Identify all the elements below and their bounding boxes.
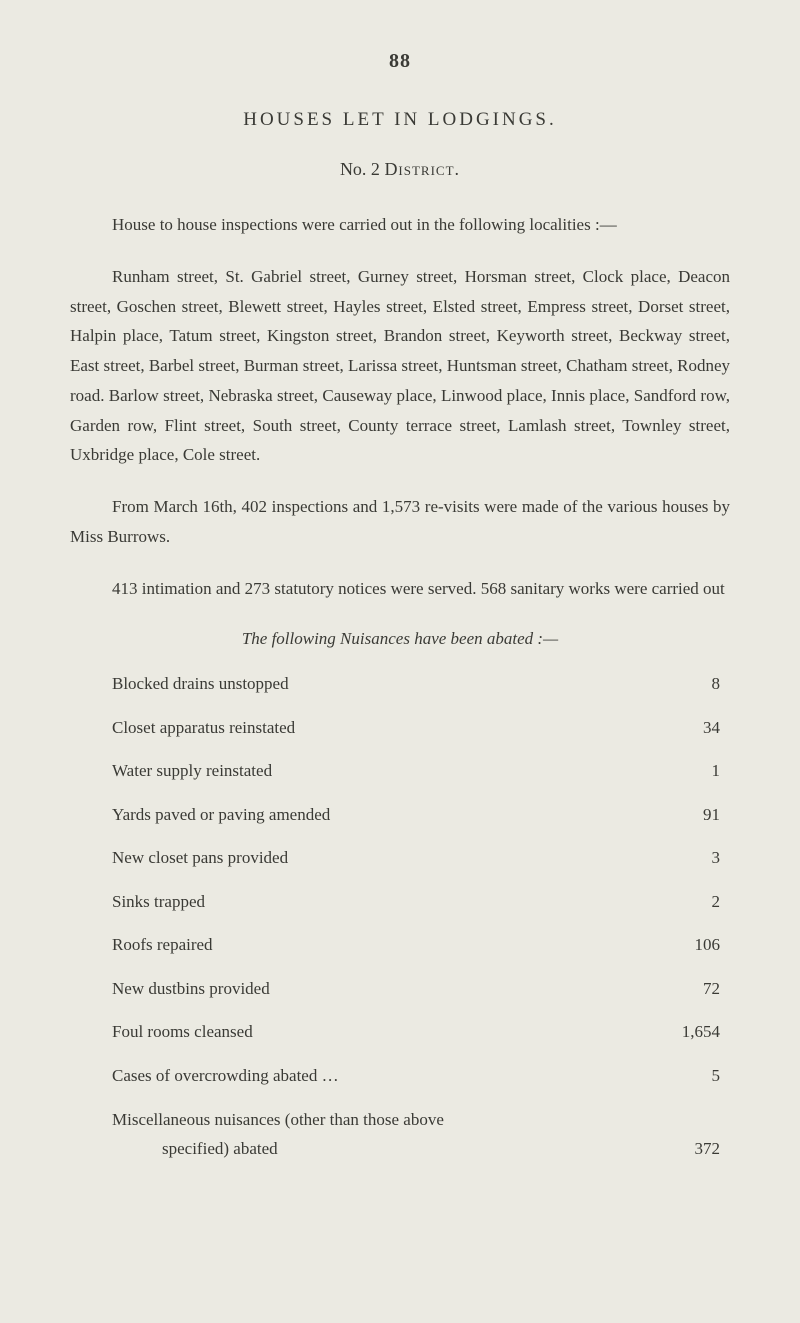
table-row: Yards paved or paving amended 91	[112, 802, 720, 828]
abatement-label: Roofs repaired	[112, 932, 650, 958]
abatement-label: Yards paved or paving amended	[112, 802, 650, 828]
intro-paragraph: House to house inspections were carried …	[70, 210, 730, 240]
inspections-paragraph: From March 16th, 402 inspections and 1,5…	[70, 492, 730, 552]
abatement-value: 106	[650, 932, 720, 958]
abatement-value: 8	[650, 671, 720, 697]
abatement-label: Water supply reinstated	[112, 758, 650, 784]
table-row: Water supply reinstated 1	[112, 758, 720, 784]
page-container: 88 HOUSES LET IN LODGINGS. No. 2 Distric…	[0, 0, 800, 1214]
page-number: 88	[70, 50, 730, 73]
table-row: Blocked drains unstopped 8	[112, 671, 720, 697]
abatement-value: 3	[650, 845, 720, 871]
table-row: Roofs repaired 106	[112, 932, 720, 958]
misc-value: 372	[650, 1135, 720, 1164]
table-row: New dustbins provided 72	[112, 976, 720, 1002]
misc-row: Miscellaneous nuisances (other than thos…	[112, 1106, 720, 1164]
section-title: HOUSES LET IN LODGINGS.	[70, 109, 730, 131]
table-row: Cases of overcrowding abated … 5	[112, 1063, 720, 1089]
abatement-value: 2	[650, 889, 720, 915]
nuisances-subheading: The following Nuisances have been abated…	[70, 629, 730, 649]
notices-paragraph: 413 intimation and 273 statutory notices…	[70, 574, 730, 604]
table-row: Foul rooms cleansed 1,654	[112, 1019, 720, 1045]
table-row: Closet apparatus reinstated 34	[112, 715, 720, 741]
abatement-value: 91	[650, 802, 720, 828]
district-label: District.	[384, 159, 460, 179]
table-row: New closet pans provided 3	[112, 845, 720, 871]
paragraph-text: 413 intimation and 273 statutory notices…	[112, 579, 725, 598]
paragraph-text: From March 16th, 402 inspections and 1,5…	[70, 497, 730, 546]
misc-line2: specified) abated	[112, 1135, 278, 1164]
abatement-label: Closet apparatus reinstated	[112, 715, 650, 741]
district-no: No. 2	[340, 159, 385, 179]
abatement-value: 34	[650, 715, 720, 741]
abatement-label: Blocked drains unstopped	[112, 671, 650, 697]
abatement-label: Cases of overcrowding abated …	[112, 1063, 650, 1089]
paragraph-text: House to house inspections were carried …	[112, 215, 617, 234]
abatement-value: 1,654	[650, 1019, 720, 1045]
district-heading: No. 2 District.	[70, 159, 730, 180]
abatement-value: 1	[650, 758, 720, 784]
misc-line1: Miscellaneous nuisances (other than thos…	[112, 1106, 720, 1135]
abatement-list: Blocked drains unstopped 8 Closet appara…	[70, 671, 730, 1164]
abatement-value: 72	[650, 976, 720, 1002]
abatement-value: 5	[650, 1063, 720, 1089]
table-row: Sinks trapped 2	[112, 889, 720, 915]
streets-paragraph: Runham street, St. Gabriel street, Gurne…	[70, 262, 730, 470]
abatement-label: Sinks trapped	[112, 889, 650, 915]
abatement-label: Foul rooms cleansed	[112, 1019, 650, 1045]
abatement-label: New dustbins provided	[112, 976, 650, 1002]
abatement-label: New closet pans provided	[112, 845, 650, 871]
paragraph-text: Runham street, St. Gabriel street, Gurne…	[70, 267, 730, 465]
